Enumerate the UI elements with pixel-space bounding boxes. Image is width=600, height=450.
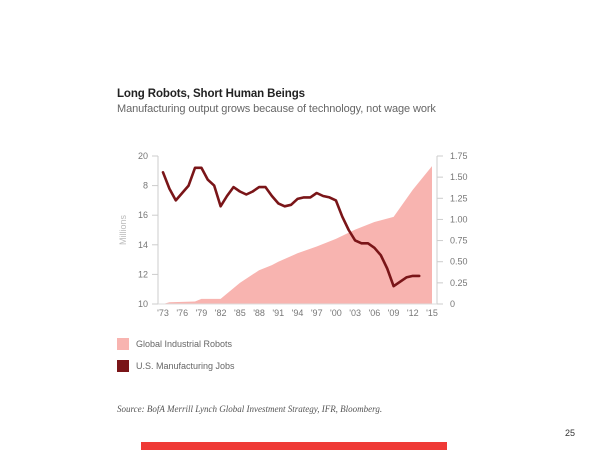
legend-item-robots: Global Industrial Robots	[117, 333, 235, 355]
right-tick-label: 1.50	[450, 172, 468, 182]
right-tick-label: 0.25	[450, 278, 468, 288]
x-tick-label: '82	[215, 308, 227, 318]
jobs-line	[161, 166, 421, 288]
x-tick-label: '97	[311, 308, 323, 318]
x-tick-label: '73	[157, 308, 169, 318]
x-tick-label: '88	[253, 308, 265, 318]
x-tick-label: '76	[176, 308, 188, 318]
x-tick-label: '85	[234, 308, 246, 318]
legend: Global Industrial Robots U.S. Manufactur…	[117, 333, 235, 377]
left-tick-label: 10	[138, 299, 148, 309]
legend-label-jobs: U.S. Manufacturing Jobs	[136, 361, 235, 371]
left-tick-label: 20	[138, 151, 148, 161]
x-tick-label: '94	[292, 308, 304, 318]
x-tick-label: '00	[330, 308, 342, 318]
right-tick-label: 0.75	[450, 236, 468, 246]
robots-area	[163, 166, 432, 304]
footer-accent-bar	[141, 442, 447, 450]
left-tick-label: 8	[143, 181, 148, 191]
source-note: Source: BofA Merrill Lynch Global Invest…	[117, 404, 383, 414]
x-tick-label: '91	[272, 308, 284, 318]
chart-subtitle: Manufacturing output grows because of te…	[117, 103, 436, 115]
legend-swatch-robots	[117, 338, 129, 350]
legend-label-robots: Global Industrial Robots	[136, 339, 233, 349]
x-tick-label: '03	[349, 308, 361, 318]
legend-swatch-jobs	[117, 360, 129, 372]
legend-item-jobs: U.S. Manufacturing Jobs	[117, 355, 235, 377]
right-tick-label: 1.75	[450, 151, 468, 161]
y-axis-label-left: Millions	[118, 215, 128, 246]
robots-area-layer	[163, 166, 432, 304]
right-axis-ticks: 1.75 1.50 1.25 1.00 0.75 0.50 0.25 0	[437, 151, 468, 309]
x-axis-ticks: '73 '76 '79 '82 '85 '88 '91 '94 '97 '00 '03 '06 '09 '…	[157, 308, 438, 318]
left-tick-label: 14	[138, 240, 148, 250]
right-tick-label: 0	[450, 299, 455, 309]
jobs-line-layer	[161, 166, 421, 288]
right-tick-label: 1.25	[450, 193, 468, 203]
x-tick-label: '15	[426, 308, 438, 318]
x-tick-label: '79	[196, 308, 208, 318]
axes-layer	[157, 156, 438, 305]
right-tick-label: 0.50	[450, 257, 468, 267]
right-tick-label: 1.00	[450, 214, 468, 224]
x-tick-label: '12	[407, 308, 419, 318]
left-tick-label: 12	[138, 269, 148, 279]
x-tick-label: '09	[388, 308, 400, 318]
left-axis-ticks: 20 8 16 14 12 10	[138, 151, 158, 309]
left-tick-label: 16	[138, 210, 148, 220]
x-tick-label: '06	[368, 308, 380, 318]
page-number: 25	[565, 428, 576, 438]
chart-title: Long Robots, Short Human Beings	[117, 88, 305, 100]
